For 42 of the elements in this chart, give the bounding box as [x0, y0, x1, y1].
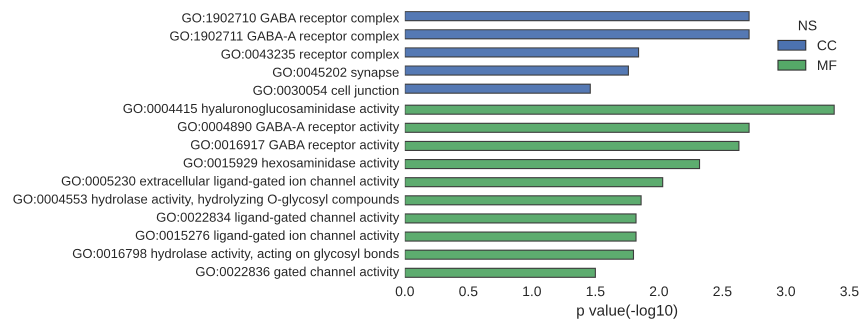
- y-tick-label: GO:0022836 gated channel activity: [196, 266, 400, 279]
- y-tick-label: GO:0015276 ligand-gated ion channel activity: [136, 230, 400, 243]
- bar: [404, 104, 835, 115]
- x-tick-label: 3.5: [840, 286, 858, 296]
- bar: [404, 65, 629, 76]
- x-tick-label: 0.0: [396, 286, 414, 296]
- x-axis-title: p value(-log10): [577, 304, 678, 319]
- bar: [404, 47, 640, 58]
- y-tick-label: GO:0016798 hydrolase activity, acting on glycosyl bonds: [72, 248, 399, 261]
- y-tick-label: GO:0043235 receptor complex: [221, 49, 400, 62]
- y-tick-label: GO:0004415 hyaluronoglucosaminidase activity: [123, 104, 400, 116]
- y-tick-label: GO:1902711 GABA-A receptor complex: [170, 31, 400, 44]
- x-tick-label: 0.5: [459, 286, 478, 296]
- y-tick-label: GO:1902710 GABA receptor complex: [182, 12, 400, 26]
- bar: [404, 29, 750, 40]
- bar: [404, 122, 750, 133]
- y-tick-label: GO:0030054 cell junction: [253, 85, 398, 98]
- x-tick-label: 3.0: [776, 286, 796, 296]
- bar: [404, 268, 596, 278]
- x-tick-label: 2.0: [650, 286, 668, 296]
- y-tick-label: GO:0004553 hydrolase activity, hydrolyzing O-glycosyl compounds: [13, 194, 399, 206]
- y-tick-label: GO:0045202 synapse: [272, 68, 399, 80]
- bar: [404, 177, 664, 188]
- y-tick-label: GO:0004890 GABA-A receptor activity: [178, 122, 400, 134]
- x-tick-label: 2.5: [713, 286, 732, 296]
- legend-title: NS: [798, 20, 816, 30]
- bar: [404, 250, 634, 260]
- bar: [404, 231, 637, 242]
- y-tick-label: GO:0016917 GABA receptor activity: [190, 140, 400, 152]
- x-tick-label: 1.0: [523, 286, 541, 296]
- legend-label: CC: [818, 40, 836, 50]
- y-tick-label: GO:0022834 ligand-gated channel activity: [156, 212, 400, 224]
- bar: [404, 140, 740, 152]
- legend-label: MF: [818, 60, 836, 70]
- y-tick-label: GO:0005230 extracellular ligand-gated ion channel activity: [62, 176, 400, 188]
- y-tick-label: GO:0015929 hexosaminidase activity: [184, 158, 400, 170]
- bar: [404, 158, 700, 170]
- bar: [404, 84, 591, 94]
- bar: [404, 11, 750, 22]
- bar: [404, 213, 637, 224]
- x-tick-label: 1.5: [586, 286, 604, 296]
- bar: [404, 195, 642, 206]
